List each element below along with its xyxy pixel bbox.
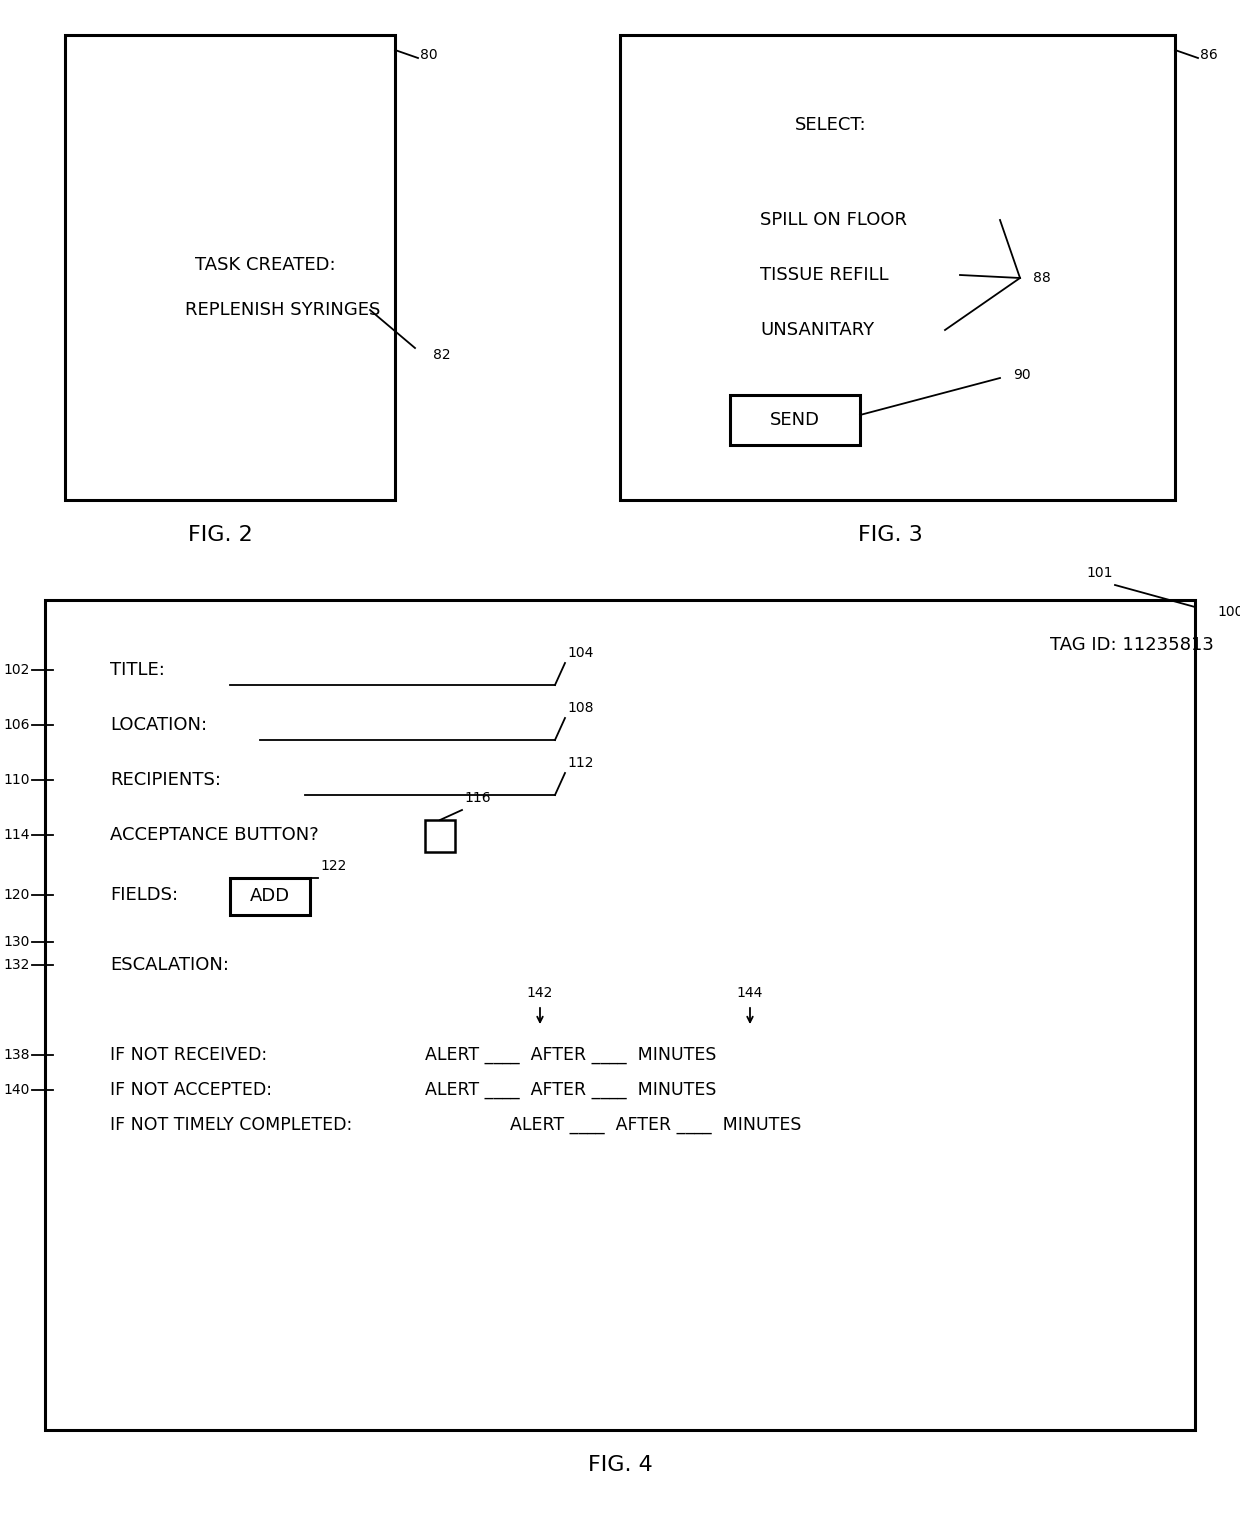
Text: RECIPIENTS:: RECIPIENTS: bbox=[110, 771, 221, 789]
Text: REPLENISH SYRINGES: REPLENISH SYRINGES bbox=[185, 301, 381, 319]
Text: 144: 144 bbox=[737, 986, 763, 1000]
Text: TAG ID: 11235813: TAG ID: 11235813 bbox=[1050, 637, 1214, 654]
Text: SEND: SEND bbox=[770, 411, 820, 429]
Text: IF NOT TIMELY COMPLETED:: IF NOT TIMELY COMPLETED: bbox=[110, 1116, 352, 1135]
Text: 142: 142 bbox=[527, 986, 553, 1000]
Text: 132: 132 bbox=[4, 957, 30, 973]
Text: 116: 116 bbox=[464, 791, 491, 805]
Text: 102: 102 bbox=[4, 663, 30, 676]
Text: 88: 88 bbox=[1033, 270, 1050, 286]
Text: IF NOT RECEIVED:: IF NOT RECEIVED: bbox=[110, 1046, 267, 1064]
Text: ALERT ____  AFTER ____  MINUTES: ALERT ____ AFTER ____ MINUTES bbox=[425, 1081, 717, 1099]
Text: 82: 82 bbox=[433, 348, 450, 362]
Text: 100: 100 bbox=[1216, 605, 1240, 618]
Text: FIG. 2: FIG. 2 bbox=[187, 525, 253, 545]
Text: ALERT ____  AFTER ____  MINUTES: ALERT ____ AFTER ____ MINUTES bbox=[425, 1046, 717, 1064]
Bar bbox=[730, 395, 861, 444]
Text: ESCALATION:: ESCALATION: bbox=[110, 956, 229, 974]
Text: SPILL ON FLOOR: SPILL ON FLOOR bbox=[760, 211, 906, 229]
Bar bbox=[425, 820, 455, 852]
Text: LOCATION:: LOCATION: bbox=[110, 716, 207, 734]
Text: 120: 120 bbox=[4, 889, 30, 902]
Text: 86: 86 bbox=[1200, 47, 1218, 63]
Text: ALERT ____  AFTER ____  MINUTES: ALERT ____ AFTER ____ MINUTES bbox=[510, 1116, 801, 1135]
Bar bbox=[229, 878, 310, 915]
Text: 112: 112 bbox=[567, 756, 594, 770]
Text: SELECT:: SELECT: bbox=[795, 116, 867, 134]
Text: 104: 104 bbox=[567, 646, 594, 660]
Text: FIG. 3: FIG. 3 bbox=[858, 525, 923, 545]
Bar bbox=[64, 35, 396, 499]
Text: 138: 138 bbox=[4, 1048, 30, 1061]
Text: TISSUE REFILL: TISSUE REFILL bbox=[760, 266, 889, 284]
Text: 101: 101 bbox=[1086, 567, 1114, 580]
Text: 140: 140 bbox=[4, 1083, 30, 1096]
Text: TASK CREATED:: TASK CREATED: bbox=[195, 257, 336, 273]
Text: 106: 106 bbox=[4, 718, 30, 731]
Text: 114: 114 bbox=[4, 828, 30, 841]
Text: FIELDS:: FIELDS: bbox=[110, 886, 179, 904]
Text: ACCEPTANCE BUTTON?: ACCEPTANCE BUTTON? bbox=[110, 826, 319, 844]
Bar bbox=[45, 600, 1195, 1429]
Text: ADD: ADD bbox=[250, 887, 290, 906]
Text: UNSANITARY: UNSANITARY bbox=[760, 321, 874, 339]
Text: TITLE:: TITLE: bbox=[110, 661, 165, 680]
Text: FIG. 4: FIG. 4 bbox=[588, 1455, 652, 1475]
Bar bbox=[620, 35, 1176, 499]
Text: 80: 80 bbox=[420, 47, 438, 63]
Text: 90: 90 bbox=[1013, 368, 1030, 382]
Text: IF NOT ACCEPTED:: IF NOT ACCEPTED: bbox=[110, 1081, 272, 1099]
Text: 122: 122 bbox=[320, 860, 346, 873]
Text: 110: 110 bbox=[4, 773, 30, 786]
Text: 108: 108 bbox=[567, 701, 594, 715]
Text: 130: 130 bbox=[4, 935, 30, 948]
